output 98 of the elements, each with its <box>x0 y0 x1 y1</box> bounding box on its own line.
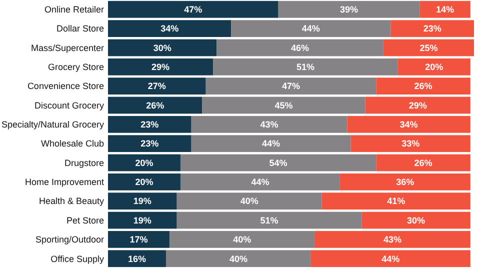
bar <box>383 39 474 56</box>
bar <box>398 58 470 76</box>
bar <box>108 212 177 229</box>
data-label: 39% <box>340 4 358 15</box>
data-label: 34% <box>400 120 418 130</box>
y-tick-label: Wholesale Club <box>40 138 104 149</box>
data-label: 44% <box>262 138 280 149</box>
bar <box>231 20 391 37</box>
data-label: 17% <box>130 234 148 245</box>
y-tick-label: Sporting/Outdoor <box>35 234 104 245</box>
data-label: 16% <box>128 254 146 264</box>
bar <box>108 20 232 37</box>
bar <box>376 154 470 172</box>
bar <box>176 192 322 210</box>
data-label: 43% <box>260 120 278 130</box>
data-label: 46% <box>291 42 310 53</box>
bar <box>347 116 470 133</box>
bar <box>350 135 470 152</box>
bar <box>108 173 180 190</box>
bar <box>310 250 470 268</box>
data-label: 40% <box>233 234 252 245</box>
bar <box>191 135 351 152</box>
bar <box>362 212 470 229</box>
data-label: 36% <box>396 177 414 188</box>
bar <box>322 192 470 210</box>
data-label: 19% <box>133 215 152 226</box>
bar <box>202 96 366 114</box>
y-tick-label: Online Retailer <box>44 4 104 15</box>
data-label: 44% <box>382 254 400 264</box>
bar <box>213 58 398 76</box>
y-tick-label: Specialty/Natural Grocery <box>1 120 104 130</box>
data-label: 47% <box>282 81 300 92</box>
data-label: 51% <box>260 215 278 226</box>
data-label: 27% <box>148 81 166 92</box>
y-tick-label: Grocery Store <box>48 62 104 72</box>
data-label: 47% <box>184 4 202 15</box>
bar <box>278 0 420 18</box>
y-tick-label: Office Supply <box>50 254 104 264</box>
bar <box>420 0 470 18</box>
bar <box>108 192 177 210</box>
data-label: 25% <box>420 42 438 53</box>
bar <box>108 154 180 172</box>
data-label: 14% <box>436 4 454 15</box>
bar <box>180 173 340 190</box>
data-label: 44% <box>302 24 320 34</box>
data-label: 34% <box>160 24 179 34</box>
bar <box>376 78 470 95</box>
bar <box>216 39 384 56</box>
data-label: 26% <box>414 81 432 92</box>
data-label: 20% <box>135 158 154 168</box>
data-label: 51% <box>296 62 315 72</box>
bar <box>108 78 206 95</box>
bar <box>340 173 470 190</box>
bar <box>166 250 311 268</box>
data-label: 30% <box>153 42 172 53</box>
data-label: 41% <box>387 196 406 206</box>
y-tick-label: Drugstore <box>64 158 104 168</box>
y-tick-label: Dollar Store <box>56 24 104 34</box>
data-label: 33% <box>402 138 420 149</box>
bar <box>108 0 278 18</box>
data-label: 44% <box>251 177 270 188</box>
y-tick-label: Mass/Supercenter <box>30 42 104 53</box>
data-label: 29% <box>152 62 170 72</box>
data-label: 43% <box>383 234 402 245</box>
data-label: 26% <box>146 100 164 110</box>
data-label: 23% <box>140 138 159 149</box>
y-tick-label: Health & Beauty <box>38 196 104 206</box>
data-label: 40% <box>229 254 248 264</box>
data-label: 54% <box>269 158 288 168</box>
bar <box>108 116 192 133</box>
y-tick-label: Home Improvement <box>24 177 104 188</box>
data-label: 30% <box>407 215 426 226</box>
y-tick-label: Discount Grocery <box>34 100 104 110</box>
bar <box>191 116 348 133</box>
y-tick-label: Convenience Store <box>27 81 104 92</box>
y-tick-label: Pet Store <box>66 215 104 226</box>
data-label: 26% <box>414 158 432 168</box>
bar <box>108 250 166 268</box>
data-label: 40% <box>240 196 258 206</box>
bar <box>108 58 214 76</box>
data-label: 29% <box>408 100 427 110</box>
bar <box>108 135 192 152</box>
bar <box>176 212 362 229</box>
data-label: 23% <box>140 120 159 130</box>
data-label: 20% <box>135 177 154 188</box>
bar <box>180 154 376 172</box>
bar <box>206 78 376 95</box>
bar <box>314 231 470 248</box>
bar <box>365 96 470 114</box>
bar <box>170 231 315 248</box>
bar <box>390 20 474 37</box>
data-label: 20% <box>425 62 444 72</box>
data-label: 19% <box>133 196 152 206</box>
bar <box>108 39 217 56</box>
data-label: 23% <box>423 24 442 34</box>
data-label: 45% <box>274 100 293 110</box>
bar <box>108 231 170 248</box>
bar <box>108 96 202 114</box>
